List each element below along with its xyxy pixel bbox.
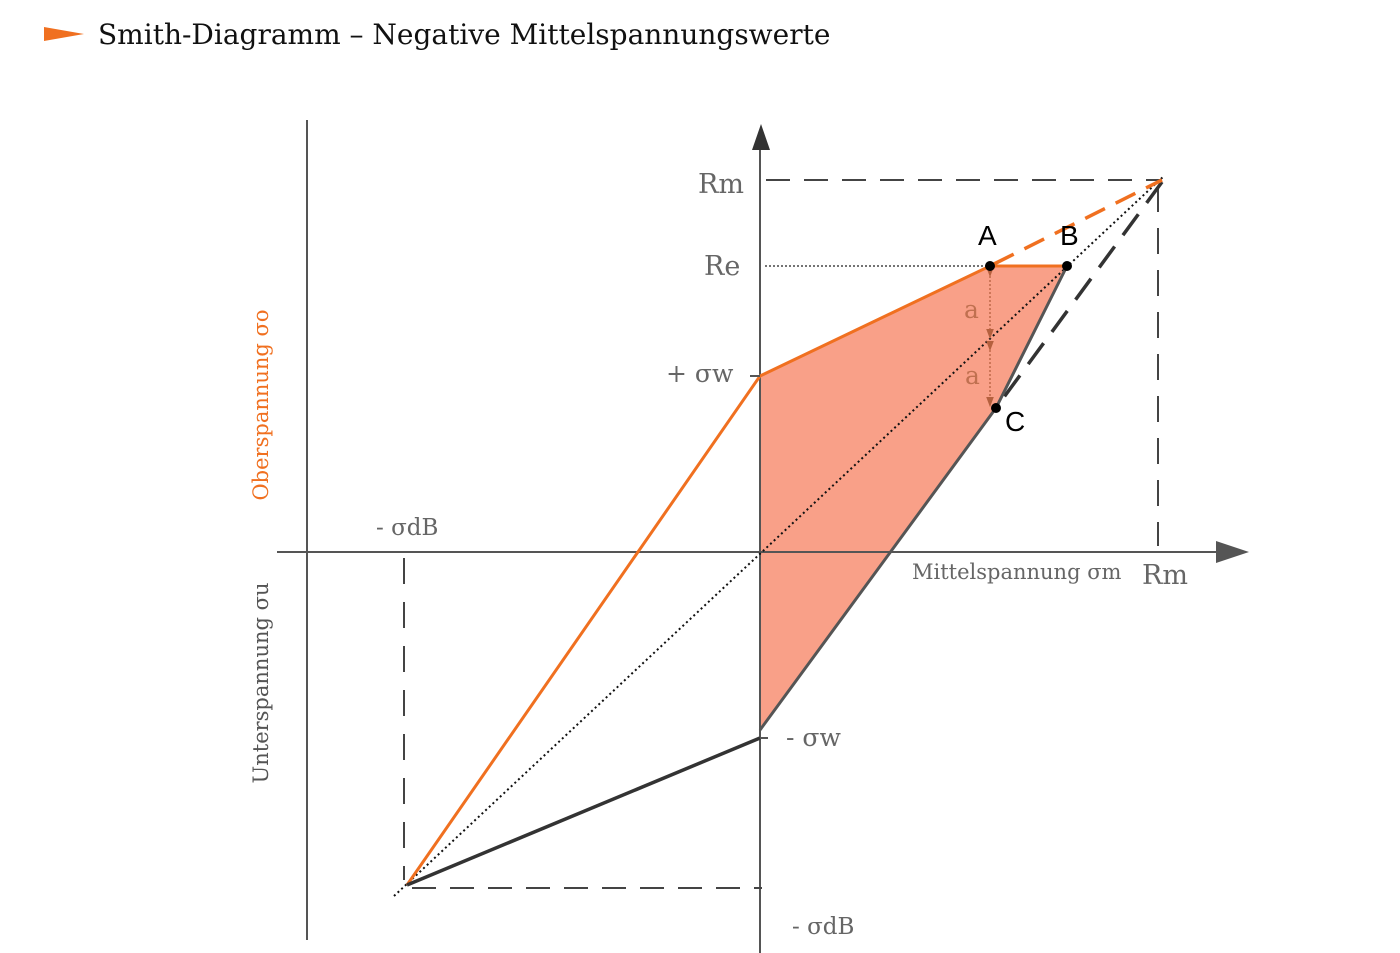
y-axis-arrow-icon xyxy=(752,124,770,150)
diagonal-45-line xyxy=(393,175,1165,897)
point-c-label: C xyxy=(1005,406,1025,437)
point-c-marker xyxy=(991,403,1001,413)
plus-sigma-w-label: + σw xyxy=(666,359,734,388)
upper-stress-line xyxy=(405,264,1067,886)
x-axis-arrow-icon xyxy=(1216,541,1249,563)
minus-sigma-db-top-label: - σdB xyxy=(376,515,438,541)
upper-stress-dashed xyxy=(993,178,1163,266)
rm-x-label: Rm xyxy=(1142,560,1188,591)
point-a-label: A xyxy=(978,220,997,251)
point-a-marker xyxy=(985,261,995,271)
re-label: Re xyxy=(704,251,740,282)
minus-sigma-db-bottom-label: - σdB xyxy=(792,914,854,940)
distance-a-label-2: a xyxy=(965,361,980,390)
x-axis-label: Mittelspannung σm xyxy=(912,560,1122,584)
distance-a-label-1: a xyxy=(964,295,979,324)
lower-limit-dashed xyxy=(994,180,1164,410)
fatigue-region-fill xyxy=(760,266,1067,730)
y-lower-axis-label: Unterspannung σu xyxy=(249,583,273,784)
point-b-marker xyxy=(1062,261,1072,271)
y-upper-axis-label: Oberspannung σo xyxy=(249,309,273,500)
lower-stress-line-left xyxy=(406,736,761,887)
bullet-arrow-icon xyxy=(44,27,84,41)
point-b-label: B xyxy=(1060,220,1079,251)
page-title: Smith-Diagramm – Negative Mittelspannung… xyxy=(98,18,830,51)
minus-sigma-w-label: - σw xyxy=(786,723,841,752)
rm-y-label: Rm xyxy=(698,169,744,200)
